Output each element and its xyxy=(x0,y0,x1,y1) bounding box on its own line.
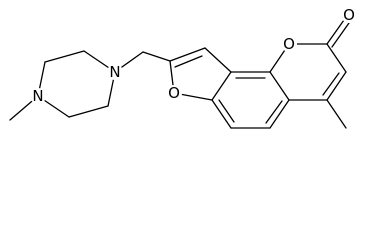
label-mask xyxy=(341,7,357,23)
bond xyxy=(142,51,171,62)
bond xyxy=(169,47,206,62)
double-bond xyxy=(218,99,235,123)
bonds xyxy=(9,19,350,129)
label-mask xyxy=(107,64,123,80)
atom-label: N xyxy=(32,87,43,105)
bond xyxy=(269,71,290,101)
bond xyxy=(326,19,345,45)
label-mask xyxy=(166,85,182,101)
double-bond xyxy=(174,55,203,68)
atom-label: O xyxy=(283,35,295,53)
atom-label: O xyxy=(168,84,180,102)
bond xyxy=(326,99,347,129)
bond xyxy=(44,50,85,63)
double-bond xyxy=(265,100,283,124)
bond xyxy=(326,71,347,101)
double-bond xyxy=(331,22,350,48)
label-mask xyxy=(30,88,46,104)
structure-diagram: N N O O O xyxy=(9,6,357,129)
bond xyxy=(269,99,290,129)
bond xyxy=(211,71,232,101)
double-bond xyxy=(322,72,340,96)
bond xyxy=(68,105,109,118)
atom-labels: N N O O O xyxy=(30,6,357,105)
label-mask xyxy=(281,36,297,52)
bond xyxy=(211,99,232,129)
bond xyxy=(326,43,347,73)
atom-label: O xyxy=(343,6,355,24)
atom-label: N xyxy=(109,63,120,81)
bond xyxy=(204,47,232,73)
